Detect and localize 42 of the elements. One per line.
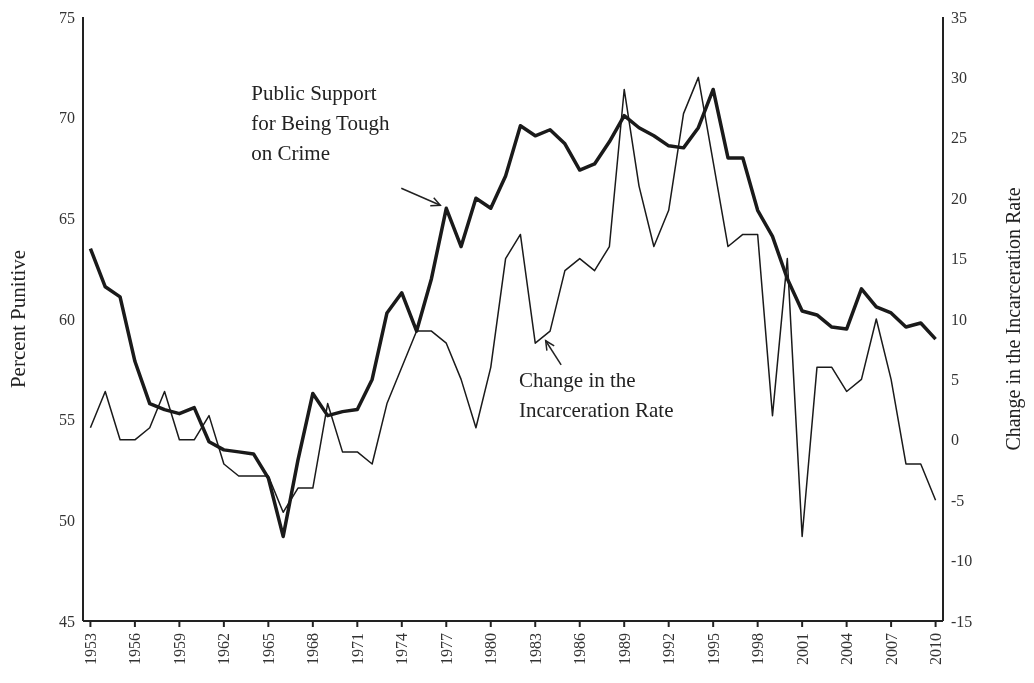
x-tick-label: 2007 — [882, 633, 900, 665]
x-tick-label: 1953 — [81, 633, 99, 665]
y2-tick-label: 5 — [951, 371, 959, 389]
y2-tick-label: 20 — [951, 189, 967, 207]
x-tick-label: 1989 — [615, 633, 633, 665]
y-tick-label: 75 — [59, 8, 75, 26]
y-tick-label: 60 — [59, 310, 75, 328]
y2-tick-label: 30 — [951, 69, 967, 87]
y2-tick-label: -5 — [951, 491, 965, 509]
y2-tick-label: 15 — [951, 250, 967, 268]
x-tick-label: 1956 — [126, 633, 144, 665]
x-tick-label: 2004 — [838, 633, 856, 665]
x-tick-label: 1971 — [348, 633, 366, 665]
y2-tick-label: -15 — [951, 612, 973, 630]
y-tick-label: 45 — [59, 612, 75, 630]
x-tick-label: 1995 — [704, 633, 722, 665]
x-tick-label: 1992 — [660, 633, 678, 665]
x-tick-label: 1986 — [571, 633, 589, 665]
x-tick-label: 1998 — [749, 633, 767, 665]
x-tick-label: 1965 — [259, 633, 277, 665]
y-tick-label: 70 — [59, 109, 75, 127]
x-tick-label: 1962 — [215, 633, 233, 665]
x-tick-label: 2010 — [927, 633, 945, 665]
y-axis-title: Percent Punitive — [6, 249, 31, 389]
y2-tick-label: 25 — [951, 129, 967, 147]
annotation: Public Support for Being Tough on Crime — [251, 81, 390, 166]
x-tick-label: 1974 — [393, 633, 411, 665]
x-tick-label: 1983 — [526, 633, 544, 665]
x-tick-label: 1959 — [170, 633, 188, 665]
annotation: Change in the Incarceration Rate — [519, 368, 674, 423]
y2-tick-label: -10 — [951, 552, 973, 570]
y2-tick-label: 10 — [951, 310, 967, 328]
y2-axis-title: Change in the Incarceration Rate — [1002, 187, 1026, 451]
y2-tick-label: 0 — [951, 431, 959, 449]
x-tick-label: 1980 — [482, 633, 500, 665]
y-tick-label: 55 — [59, 411, 75, 429]
x-tick-label: 2001 — [793, 633, 811, 665]
y2-tick-label: 35 — [951, 8, 967, 26]
x-tick-label: 1968 — [304, 633, 322, 665]
x-tick-label: 1977 — [437, 633, 455, 665]
y-tick-label: 50 — [59, 512, 75, 530]
y-tick-label: 65 — [59, 210, 75, 228]
